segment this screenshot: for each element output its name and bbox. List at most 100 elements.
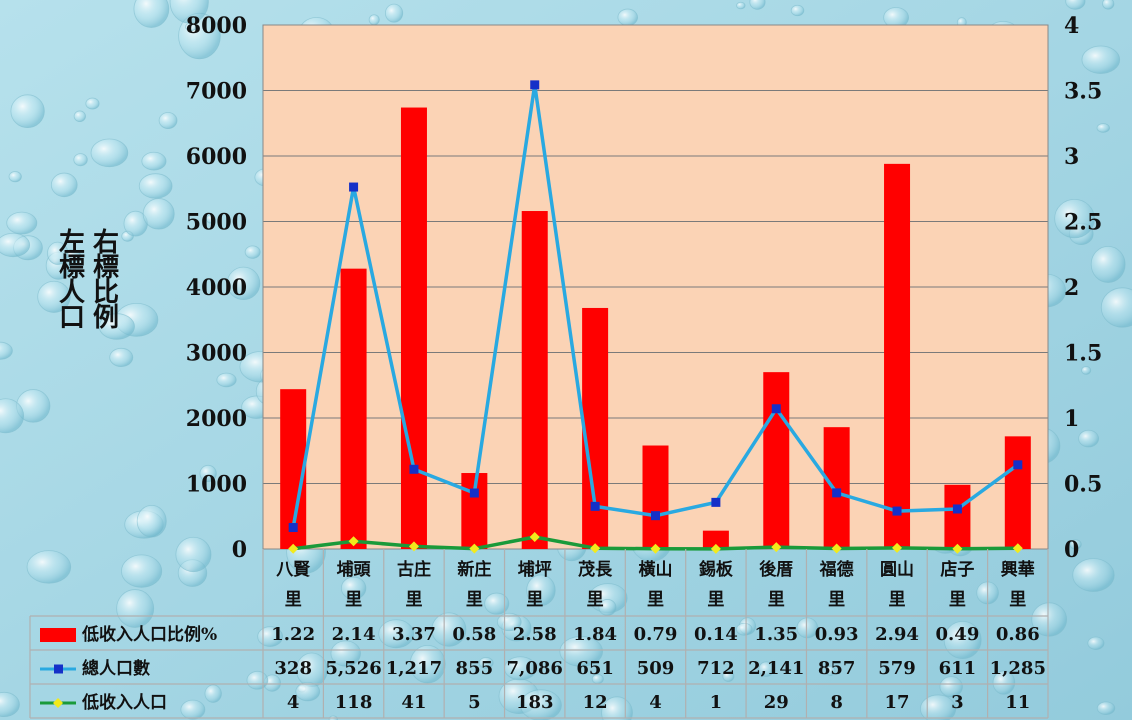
water-drop <box>1081 366 1092 375</box>
table-cell: 0.86 <box>996 624 1040 645</box>
water-drop <box>116 589 155 628</box>
water-drop <box>825 665 836 676</box>
axis-note-char: 口 <box>58 303 85 333</box>
table-cell: 579 <box>878 658 916 679</box>
category-label: 興華 <box>1001 559 1035 580</box>
bar <box>1004 436 1031 549</box>
water-drop <box>478 657 494 669</box>
series-point <box>288 543 299 554</box>
water-drop <box>1069 539 1082 550</box>
bar <box>944 484 971 549</box>
water-drop <box>142 198 175 230</box>
left-tick-label: 8000 <box>186 13 247 39</box>
water-drop <box>0 398 25 434</box>
water-drop <box>180 699 206 720</box>
axis-note-char: 左 <box>58 228 85 258</box>
series-point <box>590 543 601 554</box>
table-cell: 1,217 <box>386 658 442 679</box>
series-point <box>530 80 540 90</box>
table-cell: 4 <box>287 692 300 713</box>
water-drop <box>758 661 774 677</box>
table-cell: 651 <box>576 658 614 679</box>
left-tick-label: 4000 <box>186 275 247 301</box>
water-drop <box>8 171 22 183</box>
series-point <box>771 542 782 553</box>
axis-note-char: 人 <box>58 278 85 308</box>
category-label: 里 <box>466 590 483 610</box>
water-drop <box>992 670 1016 695</box>
table-cell: 0.79 <box>634 624 678 645</box>
category-label: 店子 <box>940 559 974 580</box>
right-tick-label: 3.5 <box>1064 79 1102 105</box>
axis-note-char: 例 <box>92 303 119 333</box>
left-tick-label: 0 <box>232 537 247 563</box>
series-point <box>952 543 963 554</box>
water-drop <box>1078 429 1100 448</box>
bar <box>340 268 367 549</box>
water-drop <box>73 153 88 167</box>
series-point <box>710 543 721 554</box>
axis-note-char: 標 <box>92 253 119 283</box>
bar <box>642 445 669 549</box>
table-cell: 17 <box>885 692 910 713</box>
table-cell: 8 <box>830 692 843 713</box>
water-drop <box>0 691 20 718</box>
legend-swatch-marker <box>53 698 63 708</box>
series-point <box>409 464 419 474</box>
water-drop <box>1100 287 1132 328</box>
water-drop <box>722 670 735 682</box>
series-point <box>711 497 721 507</box>
table-cell: 118 <box>335 692 373 713</box>
series-point <box>1012 543 1023 554</box>
category-label: 里 <box>405 590 422 610</box>
water-drop <box>37 280 71 313</box>
water-drop <box>109 347 134 367</box>
water-drop <box>409 644 446 684</box>
table-cell: 1.22 <box>271 624 315 645</box>
category-label: 圓山 <box>880 560 914 580</box>
table-cell: 2.14 <box>332 624 376 645</box>
water-drop <box>1102 0 1115 10</box>
category-label: 埔坪 <box>518 559 552 580</box>
water-drop <box>1087 636 1105 650</box>
legend-label: 總人口數 <box>82 658 150 679</box>
table-cell: 4 <box>649 692 662 713</box>
category-label: 埔頭 <box>337 559 372 580</box>
table-cell: 0.93 <box>815 624 859 645</box>
water-drop <box>790 4 805 17</box>
category-label: 里 <box>345 590 362 610</box>
water-drop <box>175 536 212 573</box>
water-drop <box>295 681 321 702</box>
table-cell: 2,141 <box>748 658 804 679</box>
data-table: 八賢里 埔頭里 古庄里 新庄里 埔坪里 茂長里 橫山里 錫板里 後厝里 福德里 圓山里 店子里 興華里低… <box>29 549 1049 719</box>
category-label: 後厝 <box>759 559 793 580</box>
water-drop <box>559 636 604 667</box>
category-label: 里 <box>285 590 302 610</box>
right-tick-label: 3 <box>1064 144 1079 170</box>
table-cell: 7,086 <box>507 658 563 679</box>
series-point <box>288 523 298 533</box>
series-point <box>469 488 479 498</box>
legend-swatch-marker <box>54 664 63 674</box>
series-point <box>469 543 480 554</box>
legend-label: 低收入人口 <box>81 692 167 713</box>
lines <box>288 80 1023 554</box>
right-tick-label: 1 <box>1064 406 1079 432</box>
water-drop <box>496 612 522 632</box>
water-drop <box>796 617 819 639</box>
right-tick-label: 2.5 <box>1064 210 1102 236</box>
left-tick-label: 3000 <box>186 341 247 367</box>
series-point <box>529 532 540 543</box>
category-label: 里 <box>889 590 906 610</box>
water-drop <box>0 232 31 258</box>
table-cell: 509 <box>637 658 675 679</box>
left-axis: 0 1000 2000 3000 4000 5000 6000 7000 8000 <box>186 13 247 563</box>
bars <box>280 107 1031 550</box>
series-point <box>349 182 359 192</box>
table-cell: 328 <box>274 658 312 679</box>
left-tick-label: 1000 <box>186 472 247 498</box>
table-cell: 1.84 <box>573 624 617 645</box>
series-point <box>590 501 600 511</box>
bar <box>400 107 427 549</box>
